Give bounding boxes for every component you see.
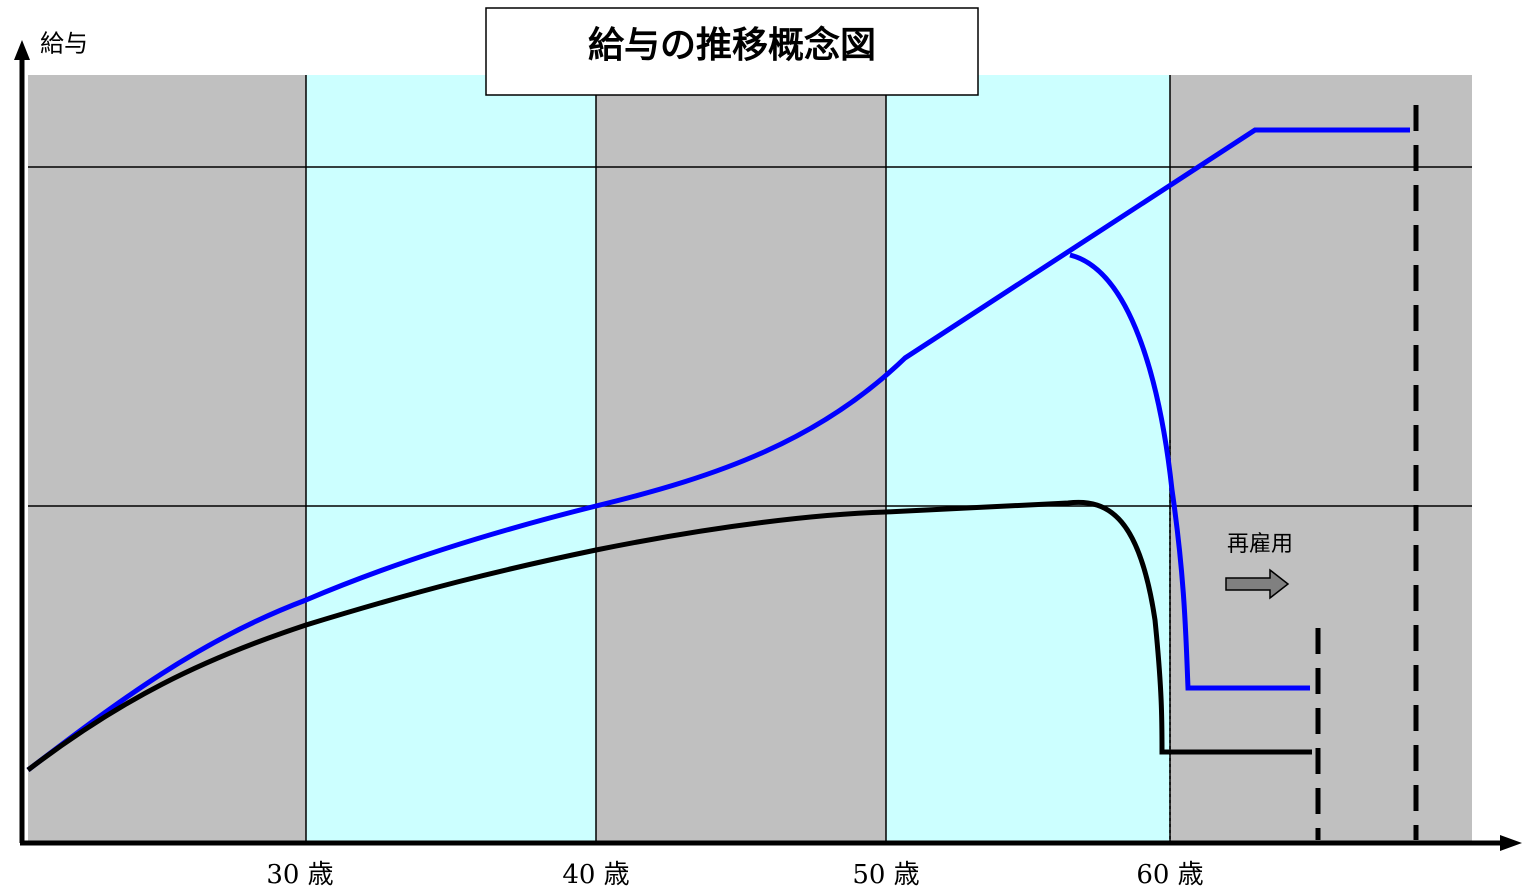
y-axis-arrow xyxy=(14,40,30,60)
band xyxy=(306,75,596,843)
salary-curve xyxy=(26,127,1410,772)
x-axis-label: 40 歳 xyxy=(562,860,629,890)
y-axis-label: 給与 xyxy=(40,30,88,58)
title: 給与の推移概念図 xyxy=(588,24,876,66)
title-box xyxy=(485,7,979,96)
background-bands xyxy=(28,75,1472,843)
x-axis-label: 30 歳 xyxy=(266,860,333,890)
band xyxy=(886,75,1170,843)
grid xyxy=(28,75,1472,843)
annotation: 再雇用 xyxy=(1227,532,1293,557)
x-axis-label: 60 歳 xyxy=(1136,860,1203,890)
x-axis-label: 50 歳 xyxy=(852,860,919,890)
salary-curve-branch xyxy=(1069,252,1310,691)
arrow-icon xyxy=(1225,568,1290,600)
band xyxy=(28,75,306,843)
x-axis-arrow xyxy=(1500,835,1522,851)
salary-curve-black xyxy=(26,499,1312,772)
band xyxy=(1170,75,1472,843)
